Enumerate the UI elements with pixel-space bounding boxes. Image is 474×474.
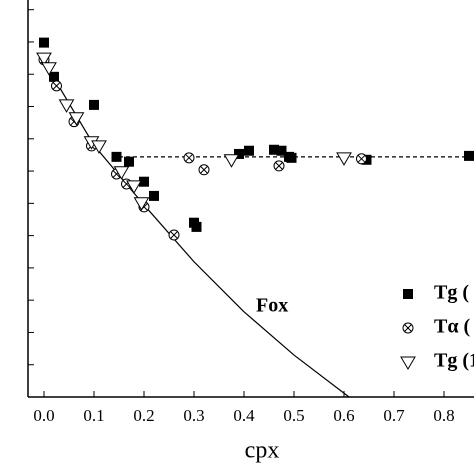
x-tick-label: 0.2 [133,406,154,425]
annotation: Fox [256,295,288,317]
legend-label: Tg ( [434,282,469,304]
point [139,176,149,187]
point [36,52,52,67]
point [133,197,150,211]
point [113,166,130,180]
x-tick-label: 0.6 [333,406,354,425]
point [356,153,368,165]
point [244,145,254,156]
legend-label: Tg (1 [434,350,474,372]
legend-marker [402,322,414,334]
point [41,62,57,76]
x-tick-label: 0.8 [433,406,454,425]
x-tick-label: 0.3 [183,406,204,425]
point [89,99,99,110]
point [336,152,352,166]
point [91,140,107,154]
x-tick-label: 0.5 [283,406,304,425]
legend-marker [400,356,416,370]
point [111,151,122,162]
point [124,156,134,167]
point [191,221,202,232]
point [198,164,210,176]
point [49,71,59,82]
point [149,190,159,201]
point [126,180,142,194]
point [276,145,287,156]
point [168,229,180,241]
x-tick-label: 0.1 [83,406,104,425]
point [464,150,474,161]
x-axis-label: cpx [245,438,280,464]
point [51,80,63,92]
point [223,154,240,168]
point [68,112,85,126]
point [39,37,49,48]
point [183,152,195,164]
x-tick-label: 0.7 [383,406,405,425]
point [286,152,297,163]
x-tick-label: 0.4 [233,406,255,425]
legend-label: Tα ( [434,316,471,338]
point [269,144,279,155]
point [234,148,244,159]
point [58,99,75,113]
x-tick-label: 0.0 [33,406,54,425]
point [273,160,285,172]
legend-marker [403,289,413,299]
